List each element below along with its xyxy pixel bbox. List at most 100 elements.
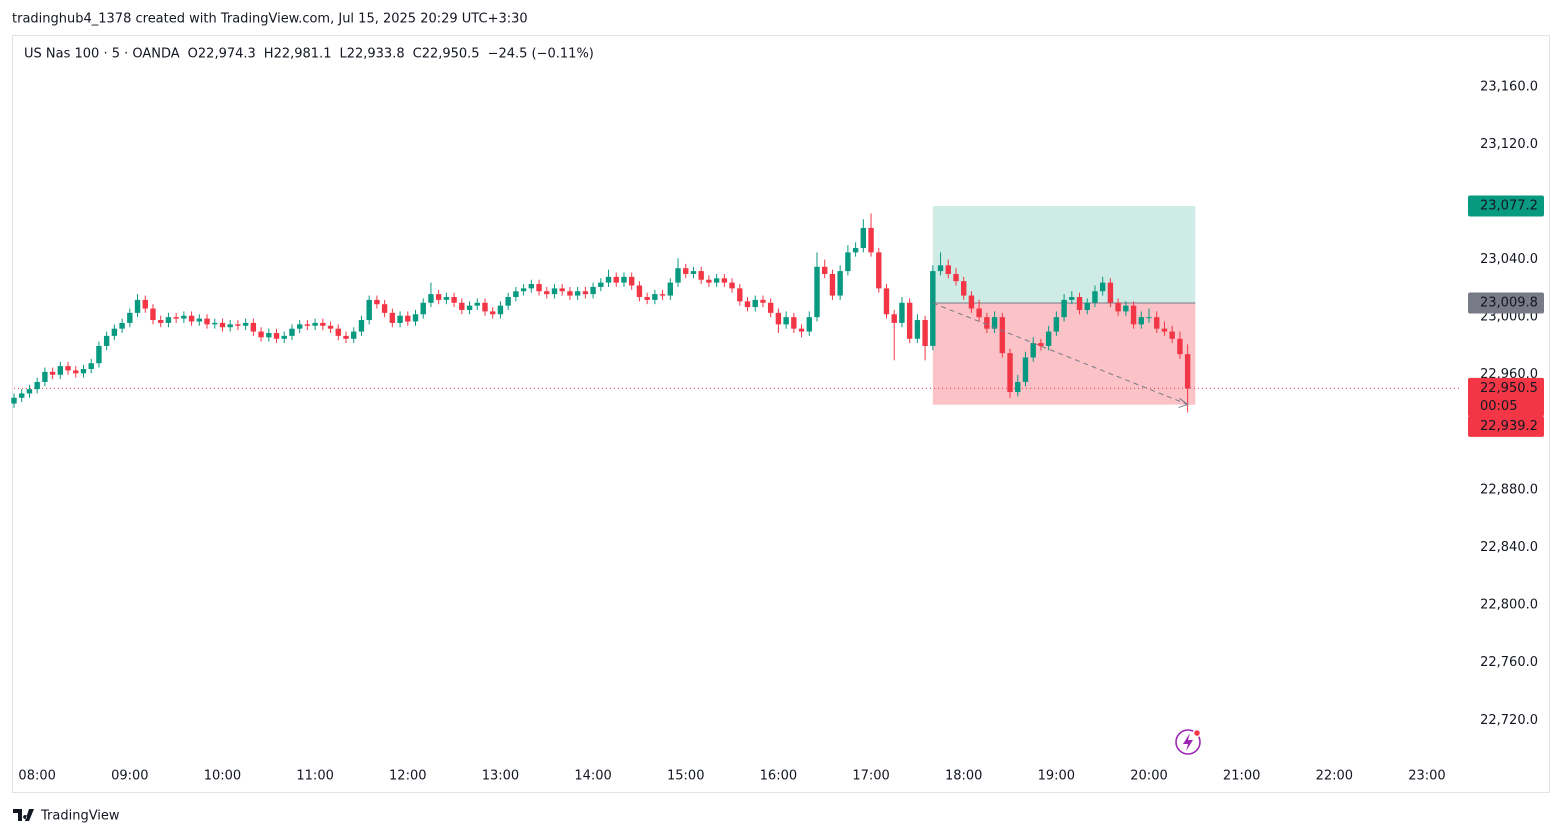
candle-body xyxy=(1030,343,1036,358)
candle-body xyxy=(1022,357,1029,382)
price-label-box xyxy=(1468,195,1544,217)
x-tick-label: 14:00 xyxy=(574,769,611,784)
candle-body xyxy=(474,302,480,306)
candle-body xyxy=(219,322,226,328)
price-label: 22,950.5 xyxy=(1480,381,1538,396)
candle-body xyxy=(559,288,565,292)
candle-body xyxy=(73,370,79,374)
candle-body xyxy=(165,317,172,323)
candle-body xyxy=(381,304,388,313)
trade-path xyxy=(932,302,1188,405)
candle-body xyxy=(96,345,102,364)
legend-value: 22,933.8 xyxy=(347,47,405,62)
candle-body xyxy=(930,271,936,346)
candle-body xyxy=(551,288,558,295)
candle-body xyxy=(806,317,812,332)
candle-body xyxy=(57,366,64,375)
y-tick-label: 23,040.0 xyxy=(1480,252,1538,267)
candle-body xyxy=(1038,343,1044,346)
candle-body xyxy=(289,328,295,336)
candle-body xyxy=(713,278,720,283)
candle-body xyxy=(883,288,890,315)
legend-value: 22,974.3 xyxy=(198,47,256,62)
candle-body xyxy=(1061,299,1067,318)
target-zone xyxy=(932,206,1196,304)
candle-body xyxy=(729,282,735,289)
candle-body xyxy=(945,265,951,274)
candle-body xyxy=(1123,305,1129,312)
candle-body xyxy=(999,317,1006,354)
candle-body xyxy=(111,328,118,336)
candle-body xyxy=(1107,282,1114,303)
candle-body xyxy=(1146,317,1152,319)
candle-body xyxy=(690,271,697,274)
candle-body xyxy=(1184,354,1191,389)
candle-body xyxy=(181,315,187,319)
plot: 23,160.023,120.023,040.023,000.022,960.0… xyxy=(11,47,1544,784)
candle-body xyxy=(876,252,882,289)
candle-body xyxy=(281,335,287,339)
candle-body xyxy=(320,322,326,326)
candle-body xyxy=(397,315,403,323)
candle-body xyxy=(737,288,743,302)
candle-body xyxy=(296,324,303,329)
candle-body xyxy=(1115,302,1121,312)
candle-body xyxy=(88,363,94,369)
candle-body xyxy=(150,308,156,321)
x-tick-label: 13:00 xyxy=(482,769,519,784)
x-tick-label: 10:00 xyxy=(204,769,241,784)
candle-body xyxy=(605,276,612,283)
candle-body xyxy=(366,299,372,321)
candle-body xyxy=(860,227,867,249)
candle-body xyxy=(675,268,681,283)
candle-body xyxy=(80,368,87,374)
attribution: tradinghub4_1378 created with TradingVie… xyxy=(12,12,528,27)
candle-body xyxy=(304,324,311,326)
candle-body xyxy=(667,282,674,296)
candle-body xyxy=(142,299,148,309)
x-tick-label: 21:00 xyxy=(1223,769,1260,784)
candle-body xyxy=(405,315,411,322)
candle-body xyxy=(212,322,218,325)
candle-body xyxy=(273,332,280,339)
candle-body xyxy=(659,294,666,296)
candle-body xyxy=(798,328,805,332)
candle-body xyxy=(683,268,689,274)
candle-body xyxy=(783,317,789,325)
candle-body xyxy=(567,291,573,296)
candle-body xyxy=(590,286,596,295)
candle-body xyxy=(1053,317,1060,332)
price-label-box xyxy=(1468,292,1544,314)
candle-body xyxy=(335,328,341,336)
candle-body xyxy=(389,312,396,323)
candle-body xyxy=(528,284,535,289)
candle-body xyxy=(644,297,650,300)
x-tick-label: 11:00 xyxy=(296,769,333,784)
candle-body xyxy=(1154,317,1160,329)
candle-body xyxy=(158,320,164,323)
x-tick-label: 16:00 xyxy=(760,769,797,784)
candle-body xyxy=(343,335,349,339)
candle-body xyxy=(451,297,457,303)
candle-body xyxy=(621,276,627,283)
countdown: 00:05 xyxy=(1480,399,1517,414)
candle-body xyxy=(814,266,820,318)
candle-body xyxy=(791,317,797,329)
candle-body xyxy=(119,322,125,329)
candle-body xyxy=(536,284,542,292)
candle-body xyxy=(574,291,581,296)
candle-body xyxy=(351,331,357,339)
candle-body xyxy=(961,281,967,296)
x-tick-label: 22:00 xyxy=(1316,769,1353,784)
candle-body xyxy=(845,252,851,272)
candle-body xyxy=(312,322,318,326)
symbol: US Nas 100 · 5 · OANDA xyxy=(24,47,180,62)
candle-body xyxy=(914,320,921,339)
x-tick-label: 18:00 xyxy=(945,769,982,784)
candle-body xyxy=(242,322,249,326)
candle-body xyxy=(258,331,264,338)
candle-body xyxy=(706,279,712,283)
candle-body xyxy=(628,276,635,286)
candle-body xyxy=(837,271,843,296)
